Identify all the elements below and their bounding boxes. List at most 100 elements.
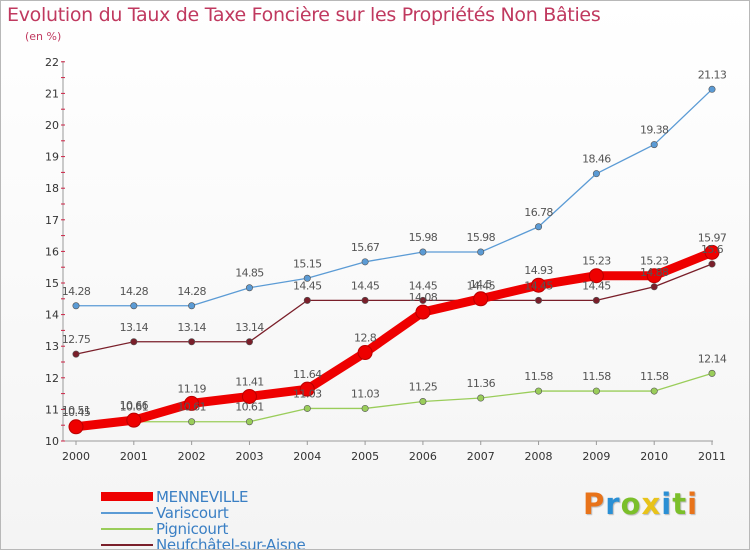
- x-tick-label: 2006: [409, 450, 437, 463]
- data-point: [130, 338, 138, 346]
- data-label: 11.58: [640, 370, 669, 383]
- data-label: 11.64: [293, 368, 322, 381]
- data-label: 13.14: [177, 321, 206, 334]
- data-point: [245, 338, 253, 346]
- data-label: 14.88: [640, 266, 669, 279]
- data-point: [704, 244, 720, 260]
- x-tick-label: 2008: [525, 450, 553, 463]
- logo-letter: i: [661, 487, 673, 521]
- x-tick-label: 2002: [178, 450, 206, 463]
- x-tick-label: 2011: [698, 450, 726, 463]
- data-point: [477, 248, 485, 256]
- chart-title: Evolution du Taux de Taxe Foncière sur l…: [7, 4, 601, 26]
- y-tick-label: 13: [45, 340, 59, 353]
- data-label: 11.03: [293, 387, 322, 400]
- legend-swatch: [101, 528, 153, 530]
- data-point: [650, 387, 658, 395]
- data-label: 10.45: [62, 406, 91, 419]
- data-point: [592, 387, 600, 395]
- data-point: [357, 345, 373, 361]
- data-label: 14.45: [466, 279, 495, 292]
- data-label: 14.08: [409, 291, 438, 304]
- data-label: 10.61: [235, 401, 264, 414]
- y-tick-label: 16: [45, 245, 59, 258]
- data-point: [592, 170, 600, 178]
- data-label: 15.23: [640, 255, 669, 268]
- data-label: 14.45: [293, 279, 322, 292]
- data-point: [68, 419, 84, 435]
- axes: 10 11 12 13 14 15 16 17 18 19 20 21 22 2000 2001 2002 20…: [45, 56, 726, 463]
- data-label: 15.67: [351, 241, 380, 254]
- data-point: [361, 404, 369, 412]
- data-label: 11.25: [409, 381, 438, 394]
- logo-letter: x: [641, 487, 662, 521]
- y-tick-label: 19: [45, 151, 59, 164]
- data-point: [299, 381, 315, 397]
- data-label: 10.61: [120, 401, 149, 414]
- data-point: [535, 296, 543, 304]
- logo-letter: t: [672, 487, 688, 521]
- data-point: [303, 296, 311, 304]
- legend-swatch: [101, 544, 153, 546]
- y-tick-label: 17: [45, 214, 59, 227]
- x-tick-label: 2001: [120, 450, 148, 463]
- proxiti-logo: Proxiti: [583, 487, 698, 521]
- data-point: [535, 387, 543, 395]
- data-point: [650, 141, 658, 149]
- data-label: 11.03: [351, 387, 380, 400]
- data-point: [708, 85, 716, 93]
- data-label: 11.41: [235, 375, 264, 388]
- data-label: 16.78: [524, 206, 553, 219]
- legend-label: MENNEVILLE: [156, 488, 249, 506]
- data-point: [245, 284, 253, 292]
- data-point: [188, 338, 196, 346]
- data-label: 14.93: [524, 264, 553, 277]
- x-tick-label: 2000: [62, 450, 90, 463]
- y-tick-label: 20: [45, 119, 59, 132]
- data-label: 12.75: [62, 333, 91, 346]
- x-tick-label: 2005: [351, 450, 379, 463]
- data-point: [650, 283, 658, 291]
- data-label: 13.14: [235, 321, 264, 334]
- data-labels: 10.4510.6611.1911.4111.6412.814.0814.514…: [62, 68, 728, 419]
- legend-swatch: [101, 492, 153, 501]
- data-point: [588, 268, 604, 284]
- logo-letter: o: [620, 487, 642, 521]
- data-point: [241, 388, 257, 404]
- data-label: 14.45: [582, 279, 611, 292]
- series-lines: [71, 88, 717, 432]
- y-tick-label: 22: [45, 56, 59, 69]
- data-point: [708, 369, 716, 377]
- data-label: 11.19: [177, 382, 206, 395]
- data-point: [245, 418, 253, 426]
- data-label: 15.6: [701, 243, 724, 256]
- data-point: [188, 302, 196, 310]
- data-point: [188, 418, 196, 426]
- data-label: 14.28: [177, 285, 206, 298]
- data-label: 12.14: [698, 352, 727, 365]
- x-tick-label: 2003: [235, 450, 263, 463]
- data-label: 15.98: [409, 231, 438, 244]
- legend-swatch: [101, 512, 153, 514]
- data-point: [531, 277, 547, 293]
- logo-letter: i: [687, 487, 699, 521]
- data-point: [126, 412, 142, 428]
- legend-label: Neufchâtel-sur-Aisne: [156, 536, 306, 550]
- data-point: [708, 260, 716, 268]
- y-tick-label: 14: [45, 309, 59, 322]
- data-point: [473, 291, 489, 307]
- data-label: 13.14: [120, 321, 149, 334]
- data-label: 14.85: [235, 267, 264, 280]
- data-label: 14.28: [120, 285, 149, 298]
- data-label: 12.8: [354, 332, 377, 345]
- data-label: 10.66: [120, 399, 149, 412]
- data-label: 14.5: [470, 278, 493, 291]
- y-tick-label: 21: [45, 87, 59, 100]
- data-label: 14.45: [524, 279, 553, 292]
- y-tick-label: 18: [45, 182, 59, 195]
- y-tick-label: 12: [45, 372, 59, 385]
- data-label: 14.45: [409, 279, 438, 292]
- y-tick-label: 15: [45, 277, 59, 290]
- series-line: [75, 88, 713, 307]
- data-label: 11.58: [524, 370, 553, 383]
